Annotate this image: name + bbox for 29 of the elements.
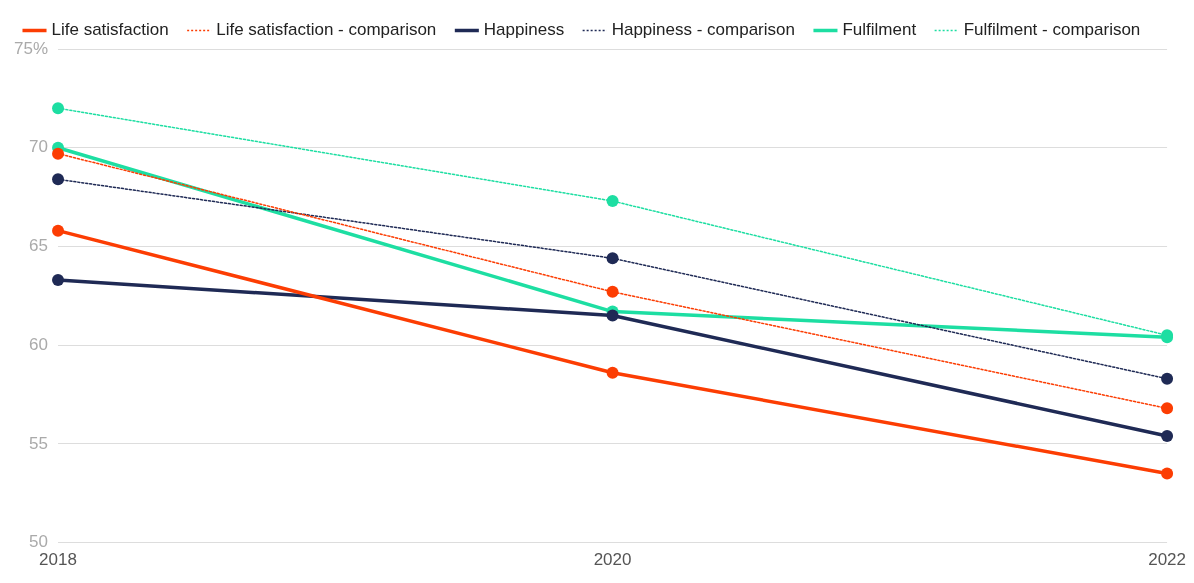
y-tick-label: 75% [13, 38, 49, 58]
point [606, 252, 619, 265]
point [606, 285, 619, 298]
legend-label: Life satisfaction [51, 20, 169, 40]
point [52, 274, 65, 287]
y-tick-label: 55 [29, 433, 49, 453]
point [52, 102, 65, 115]
y-tick-label: 70 [29, 137, 49, 157]
x-tick-label: 2022 [1148, 550, 1186, 570]
x-tick-label: 2020 [593, 550, 632, 570]
y-tick-label: 50 [29, 532, 49, 552]
legend-label: Happiness - comparison [611, 20, 795, 40]
y-tick-label: 65 [29, 236, 49, 256]
point [606, 366, 619, 379]
point [1161, 467, 1174, 480]
point [52, 173, 65, 186]
legend-label: Fulfilment - comparison [963, 20, 1141, 40]
point [1161, 402, 1174, 415]
point [1161, 372, 1174, 385]
point [606, 309, 619, 322]
x-tick-label: 2018 [39, 550, 77, 570]
legend-label: Life satisfaction - comparison [216, 20, 437, 40]
legend-label: Happiness [483, 20, 565, 40]
legend-label: Fulfilment [842, 20, 917, 40]
point [1161, 429, 1174, 442]
point [606, 195, 619, 208]
y-tick-label: 60 [29, 334, 49, 354]
point [52, 147, 65, 160]
point [52, 224, 65, 237]
